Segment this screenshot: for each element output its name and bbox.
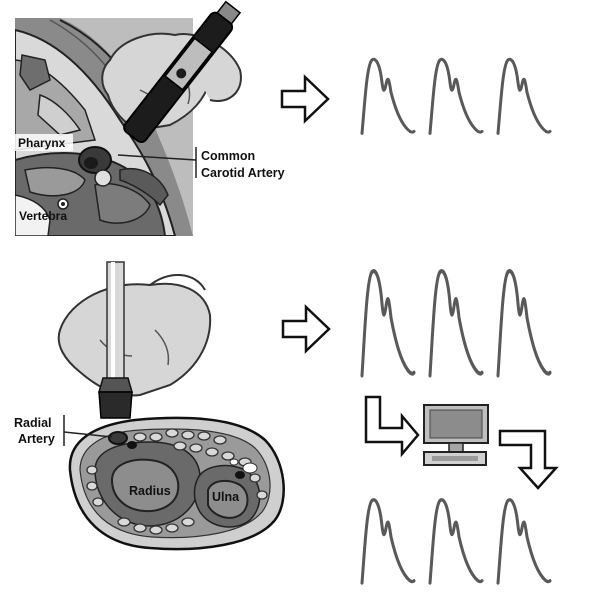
radial-pointer-line	[63, 431, 113, 438]
hand-with-pen-probe	[101, 0, 242, 144]
carotid-label-line1: Common	[201, 149, 255, 163]
down-right-arrow-icon	[364, 395, 420, 458]
right-arrow-icon	[281, 304, 331, 354]
artery-pointer-line	[117, 154, 197, 161]
carotid-label-line2: Carotid Artery	[201, 166, 285, 180]
computer-icon	[423, 404, 489, 466]
carotid-pulse-waveform	[360, 57, 552, 135]
vertebra-label: Vertebra	[19, 209, 67, 223]
derived-pulse-waveform	[360, 498, 552, 585]
radial-artery-marker	[108, 431, 128, 445]
right-down-arrow-icon	[498, 429, 559, 490]
radial-label-line1: Radial	[14, 416, 52, 430]
ulna-label: Ulna	[212, 490, 240, 504]
pharynx-label: Pharynx	[18, 136, 66, 150]
radius-label: Radius	[129, 484, 171, 498]
radial-label-line2: Artery	[18, 432, 55, 446]
right-arrow-icon	[280, 74, 330, 124]
hand-with-tonometer-probe	[57, 261, 212, 419]
radial-pulse-waveform	[362, 271, 550, 375]
wrist-cross-section	[68, 416, 285, 551]
